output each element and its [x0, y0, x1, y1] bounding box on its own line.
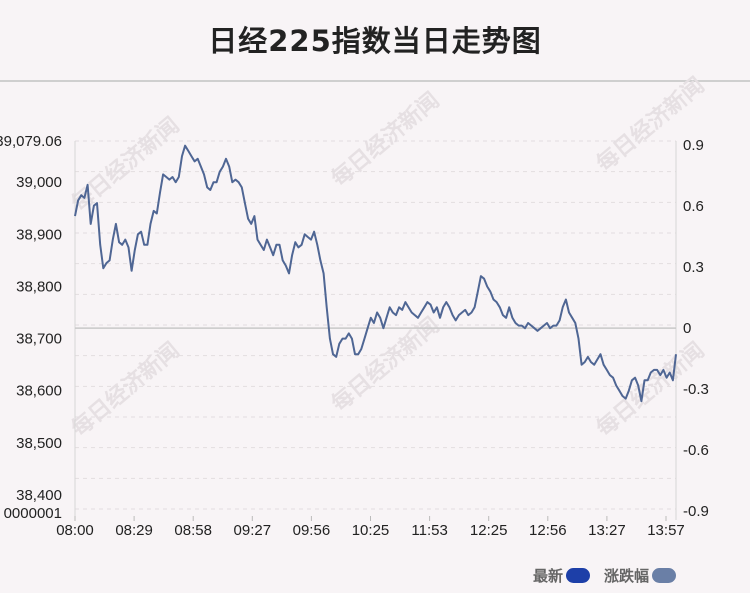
- left-tick-label: 38,400: [16, 487, 62, 504]
- left-tick-label: 38,800: [16, 278, 62, 295]
- right-tick-label: 0.6: [683, 198, 704, 215]
- x-tick-label: 12:56: [529, 522, 567, 539]
- x-tick-label: 09:27: [234, 522, 272, 539]
- right-tick-label: -0.3: [683, 381, 709, 398]
- left-tick-label-bottom: 0000001: [4, 505, 62, 522]
- legend-swatch-latest: [566, 567, 591, 583]
- legend: 最新 涨跌幅: [533, 564, 677, 586]
- right-tick-label: -0.6: [683, 442, 709, 459]
- chart-title: 日经225指数当日走势图: [208, 24, 542, 58]
- x-tick-label: 08:29: [115, 522, 153, 539]
- left-tick-label: 38,900: [16, 226, 62, 243]
- right-tick-label: 0: [683, 320, 691, 337]
- x-tick-label: 11:53: [411, 522, 447, 539]
- left-tick-label: 38,700: [16, 331, 62, 348]
- watermark-text: 每日经济新闻: [67, 112, 185, 217]
- axes: [74, 141, 677, 520]
- x-tick-label: 12:25: [470, 522, 508, 539]
- legend-label-change: 涨跌幅: [604, 566, 650, 585]
- x-tick-label: 08:00: [56, 522, 94, 539]
- x-tick-label: 13:27: [588, 522, 626, 539]
- left-tick-label: 38,500: [16, 435, 62, 452]
- legend-label-latest: 最新: [533, 566, 564, 585]
- right-tick-label: 0.9: [683, 137, 704, 154]
- x-tick-label: 13:57: [647, 522, 685, 539]
- watermark-text: 每日经济新闻: [67, 337, 185, 442]
- right-tick-label: -0.9: [683, 503, 709, 520]
- watermark-text: 每日经济新闻: [592, 72, 710, 177]
- index-price-line: [74, 144, 677, 403]
- x-tick-label: 08:58: [174, 522, 212, 539]
- left-tick-label: 39,079.06: [0, 133, 62, 150]
- right-tick-label: 0.3: [683, 259, 704, 276]
- x-tick-label: 09:56: [293, 522, 331, 539]
- grid-lines: [75, 140, 676, 510]
- legend-swatch-change: [652, 567, 677, 583]
- title-divider: [0, 80, 750, 82]
- x-tick-label: 10:25: [352, 522, 390, 539]
- series-layer: [74, 144, 677, 403]
- left-axis-ticks: 38,400 38,500 38,600 38,700 38,800 38,900 39,0…: [0, 133, 62, 522]
- left-tick-label: 38,600: [16, 383, 62, 400]
- right-axis-ticks: 0.9 0.6 0.3 0 -0.3 -0.6 -0.9: [683, 137, 709, 520]
- watermark-text: 每日经济新闻: [327, 87, 445, 192]
- x-axis-ticks: 08:00 08:29 08:58 09:27 09:56 10:25 11:53 12:25…: [56, 516, 685, 539]
- left-tick-label: 39,000: [16, 174, 62, 191]
